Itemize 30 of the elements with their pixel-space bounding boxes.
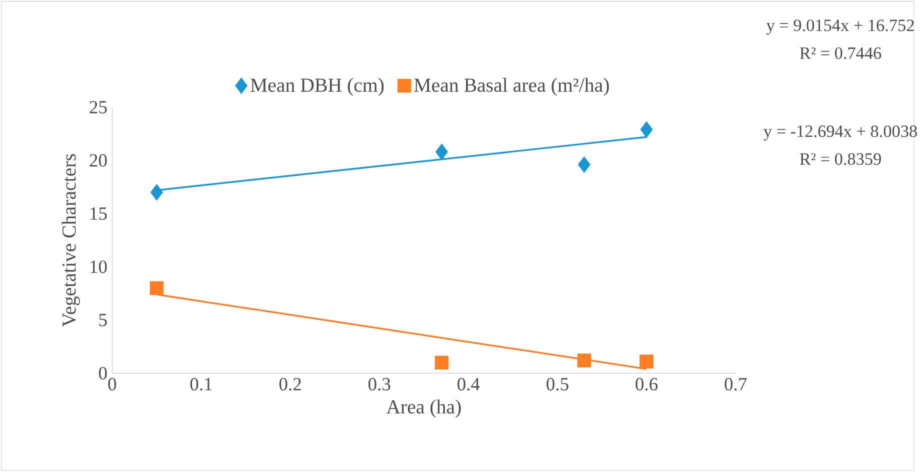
y-tick-label: 15 (90, 208, 107, 220)
y-tick-label: 0 (98, 367, 107, 380)
text: R² = 0.8359 (800, 153, 881, 166)
x-tick-label: 0 (108, 378, 116, 391)
x-tick-label: 0.5 (546, 378, 568, 391)
y-axis-title: Vegetative Characters (62, 154, 80, 328)
point (434, 356, 449, 370)
point (640, 354, 654, 369)
point (150, 184, 163, 201)
x-tick-label: 0.4 (458, 378, 480, 391)
y-tick-label: 25 (90, 101, 107, 114)
text: y = -12.694x + 8.0038 (764, 126, 917, 141)
point (150, 281, 164, 296)
x-tick-label: 0.6 (636, 378, 658, 391)
point (435, 144, 448, 160)
x-tick-label: 0.3 (368, 378, 390, 391)
point (578, 156, 590, 174)
y-tick-label: 5 (99, 314, 107, 326)
legend-label: Mean DBH (cm) (250, 78, 384, 96)
y-tick-label: 20 (90, 154, 107, 167)
point (577, 354, 592, 368)
legend-label: Mean Basal area (m²/ha) (414, 78, 609, 96)
x-tick-label: 0.1 (190, 378, 212, 391)
y-tick-label: 10 (90, 260, 107, 274)
x-tick-label: 0.2 (279, 378, 301, 391)
x-tick-label: 0.7 (724, 378, 747, 391)
point (640, 122, 653, 138)
text: y = 9.0154x + 16.752 (766, 20, 914, 35)
x-axis-title: Area (ha) (386, 400, 461, 418)
text: R² = 0.7446 (800, 48, 882, 60)
